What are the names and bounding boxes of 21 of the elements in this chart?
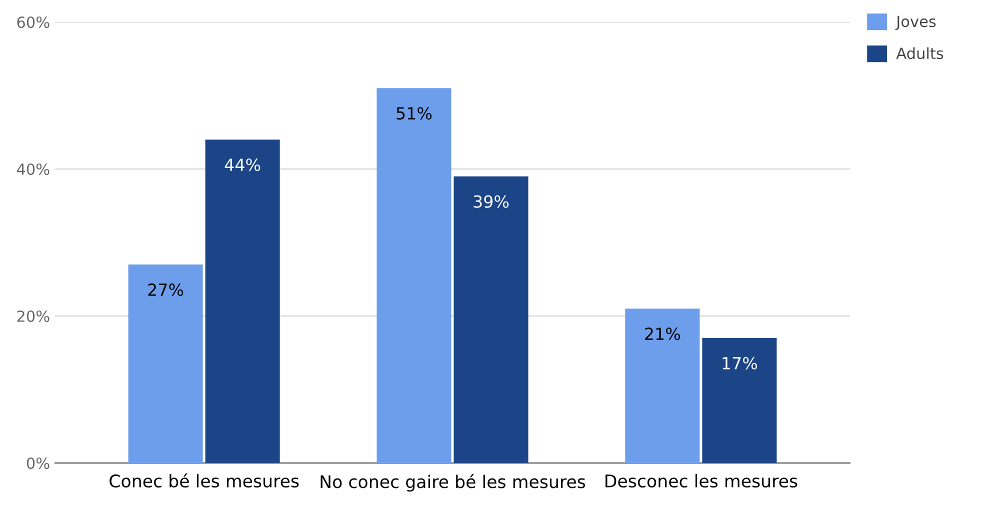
y-tick-label: 40% [16, 163, 50, 176]
bar [454, 176, 528, 463]
x-tick-label: Desconec les mesures [606, 474, 798, 488]
data-label: 17% [722, 356, 758, 370]
data-label: 27% [148, 283, 184, 296]
x-tick-label: No conec gaire bé les mesures [320, 474, 586, 492]
y-tick-label: 0% [26, 457, 50, 470]
y-tick-label: 20% [17, 310, 50, 322]
x-tick-label: Conec bé les mesures [110, 473, 299, 488]
bar [376, 88, 452, 463]
bar [128, 264, 203, 463]
bar [205, 140, 280, 463]
bar [625, 308, 700, 463]
bar [702, 338, 777, 463]
legend-label: Joves [895, 16, 936, 30]
data-label: 21% [645, 328, 680, 340]
data-label: 39% [474, 195, 509, 208]
y-tick-label: 60% [17, 16, 50, 28]
legend-label: Adults [896, 47, 944, 60]
data-label: 51% [396, 107, 432, 120]
data-label: 44% [224, 158, 260, 172]
